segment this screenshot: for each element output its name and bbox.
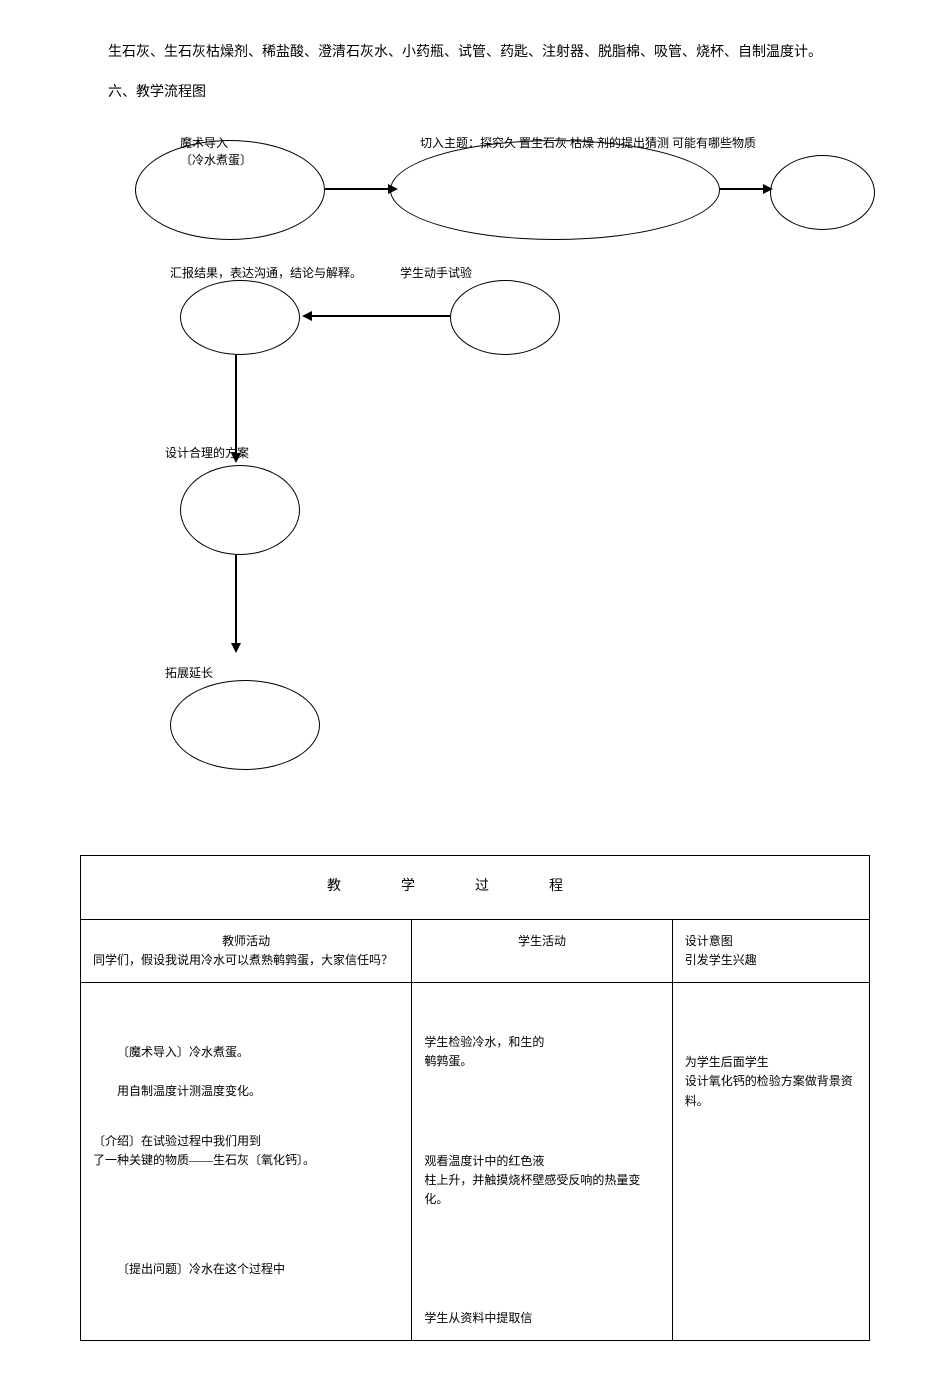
arrow-3-5	[235, 355, 237, 455]
node6-ellipse	[170, 680, 320, 770]
teacher-activity-header: 教师活动 同学们，假设我说用冷水可以煮熟鹌鹑蛋，大家信任吗？	[81, 919, 412, 982]
design-intent-header: 设计意图 引发学生兴趣	[672, 919, 869, 982]
student-activity-header: 学生活动	[412, 919, 672, 982]
arrow-4-3	[310, 315, 450, 317]
table-row: 〔魔术导入〕冷水煮蛋。 用自制温度计测温度变化。 〔介绍〕在试验过程中我们用到 …	[81, 983, 870, 1341]
node1-ellipse	[135, 140, 325, 240]
design-intent-cell: 为学生后面学生 设计氧化钙的检验方案做背景资料。	[672, 983, 869, 1341]
student-activity-cell: 学生检验冷水，和生的 鹌鹑蛋。 观看温度计中的红色液 柱上升，并触摸烧杯壁感受反…	[412, 983, 672, 1341]
table-header-row: 教学过程	[81, 856, 870, 919]
materials-text: 生石灰、生石灰枯燥剂、稀盐酸、澄清石灰水、小药瓶、试管、药匙、注射器、脱脂棉、吸…	[80, 40, 870, 65]
arrow-5-6	[235, 555, 237, 645]
node3-ellipse	[180, 280, 300, 355]
teaching-process-table: 教学过程 教师活动 同学们，假设我说用冷水可以煮熟鹌鹑蛋，大家信任吗？ 学生活动…	[80, 855, 870, 1341]
teacher-activity-cell: 〔魔术导入〕冷水煮蛋。 用自制温度计测温度变化。 〔介绍〕在试验过程中我们用到 …	[81, 983, 412, 1341]
node5-label: 设计合理的方案	[165, 445, 285, 462]
arrow-2-2b	[720, 188, 765, 190]
table-row: 教师活动 同学们，假设我说用冷水可以煮熟鹌鹑蛋，大家信任吗？ 学生活动 设计意图…	[81, 919, 870, 982]
node2-ellipse	[390, 140, 720, 240]
table-header-cell: 教学过程	[81, 856, 870, 919]
arrow-4-3-head	[302, 311, 312, 321]
flowchart-container: 魔术导入 〔冷水煮蛋〕 切入主题：探究久 置生石灰 枯燥 剂的提出猜测 可能有哪…	[80, 125, 870, 815]
arrow-5-6-head	[231, 643, 241, 653]
node3-label: 汇报结果，表达沟通，结论与解释。	[170, 265, 390, 282]
node6-label: 拓展延长	[165, 665, 285, 682]
node2b-ellipse	[770, 155, 875, 230]
node4-ellipse	[450, 280, 560, 355]
arrow-1-2	[325, 188, 390, 190]
section-title: 六、教学流程图	[80, 80, 870, 105]
node5-ellipse	[180, 465, 300, 555]
